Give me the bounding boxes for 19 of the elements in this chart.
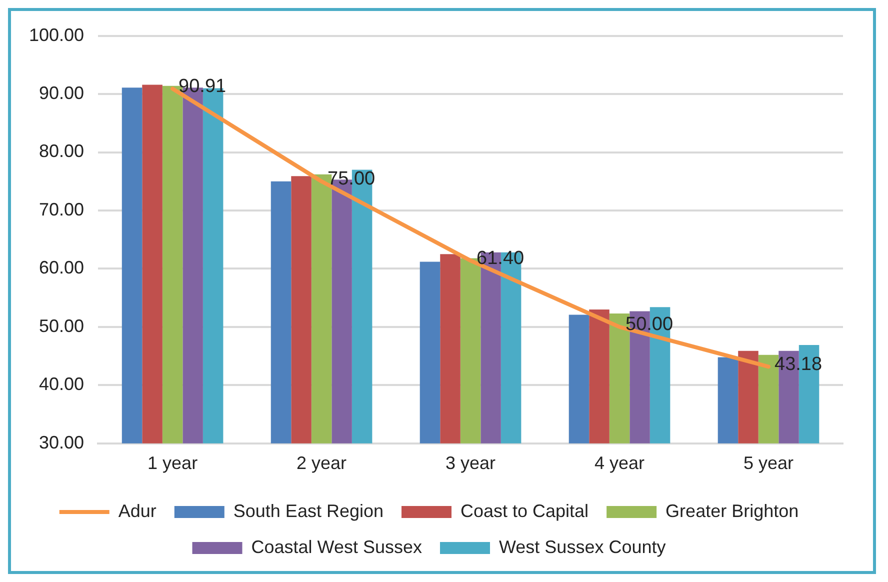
y-tick-label: 90.00: [39, 82, 84, 103]
x-tick-label: 5 year: [743, 453, 794, 474]
x-tick-label: 1 year: [148, 453, 198, 474]
legend-label: Greater Brighton: [666, 500, 799, 521]
y-tick-label: 80.00: [39, 141, 84, 162]
legend-label: Adur: [118, 500, 156, 521]
y-tick-label: 60.00: [39, 258, 84, 278]
x-tick-label: 4 year: [594, 453, 645, 474]
x-tick-label: 3 year: [446, 453, 496, 474]
y-tick-label: 40.00: [39, 374, 84, 394]
x-tick-label: 2 year: [296, 453, 347, 474]
legend-label: Coast to Capital: [460, 500, 589, 521]
y-tick-label: 70.00: [39, 199, 84, 220]
legend-label: South East Region: [233, 500, 384, 521]
y-tick-label: 50.00: [39, 316, 84, 336]
y-tick-label: 100.00: [28, 24, 84, 45]
legend-label: West Sussex County: [499, 536, 666, 557]
y-tick-label: 30.00: [39, 432, 84, 452]
legend-label: Coastal West Sussex: [251, 536, 422, 557]
